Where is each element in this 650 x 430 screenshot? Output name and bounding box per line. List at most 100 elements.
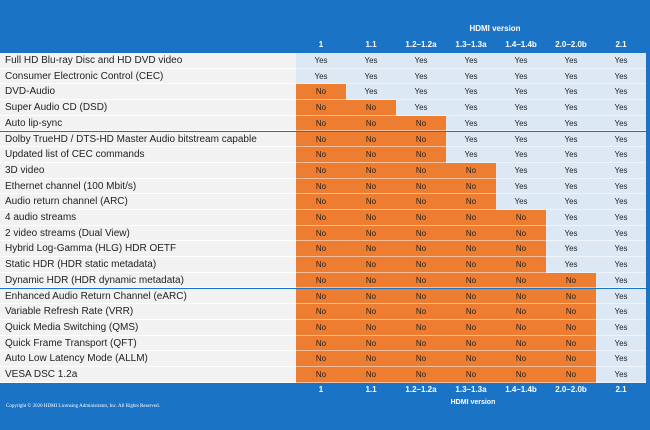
footer-title: HDMI version <box>450 399 496 406</box>
support-cell: No <box>446 288 496 305</box>
support-cell: Yes <box>596 225 646 242</box>
support-cell: No <box>346 147 396 163</box>
support-cell: No <box>396 351 446 367</box>
support-cell: Yes <box>596 351 646 367</box>
support-cell: No <box>446 225 496 242</box>
support-cell: No <box>496 319 546 336</box>
feature-label: Ethernet channel (100 Mbit/s) <box>0 178 296 195</box>
column-header: 2.1 <box>615 40 627 49</box>
support-cell: No <box>446 304 496 320</box>
support-cell: Yes <box>496 53 546 69</box>
feature-label: Quick Media Switching (QMS) <box>0 319 296 336</box>
support-cell: No <box>396 147 446 163</box>
support-cell: No <box>296 351 346 367</box>
support-cell: No <box>396 115 446 132</box>
support-cell: Yes <box>346 68 396 85</box>
support-cell: No <box>396 304 446 320</box>
support-cell: No <box>346 162 396 179</box>
support-cell: No <box>496 351 546 367</box>
support-cell: Yes <box>596 84 646 101</box>
support-cell: No <box>346 367 396 383</box>
support-cell: No <box>546 304 596 320</box>
support-cell: No <box>446 241 496 258</box>
support-cell: Yes <box>546 162 596 179</box>
feature-label: Variable Refresh Rate (VRR) <box>0 304 296 320</box>
support-cell: Yes <box>546 84 596 101</box>
support-cell: No <box>446 367 496 383</box>
support-cell: Yes <box>596 241 646 258</box>
feature-label: Auto Low Latency Mode (ALLM) <box>0 351 296 367</box>
feature-label: DVD-Audio <box>0 84 296 101</box>
support-cell: Yes <box>446 115 496 132</box>
support-cell: No <box>296 319 346 336</box>
support-cell: No <box>296 100 346 116</box>
support-cell: Yes <box>596 68 646 85</box>
support-cell: No <box>396 272 446 289</box>
support-cell: Yes <box>446 147 496 163</box>
feature-label: 3D video <box>0 162 296 179</box>
support-cell: No <box>496 304 546 320</box>
support-cell: Yes <box>596 131 646 148</box>
support-cell: No <box>346 115 396 132</box>
support-cell: No <box>546 288 596 305</box>
header-title: HDMI version <box>469 24 521 33</box>
support-cell: Yes <box>596 272 646 289</box>
column-footer: 2.1 <box>615 385 627 394</box>
support-cell: Yes <box>446 53 496 69</box>
support-cell: No <box>296 131 346 148</box>
support-cell: No <box>446 257 496 273</box>
feature-label: Auto lip-sync <box>0 115 296 132</box>
support-cell: No <box>346 319 396 336</box>
column-footer: 1.3–1.3a <box>455 385 487 394</box>
support-cell: No <box>296 257 346 273</box>
support-cell: Yes <box>596 257 646 273</box>
support-cell: No <box>296 335 346 352</box>
support-cell: Yes <box>596 162 646 179</box>
support-cell: Yes <box>596 367 646 383</box>
support-cell: Yes <box>296 53 346 69</box>
support-cell: No <box>396 257 446 273</box>
support-cell: No <box>446 335 496 352</box>
support-cell: Yes <box>596 210 646 226</box>
support-cell: No <box>346 194 396 210</box>
column-footer: 1.4–1.4b <box>505 385 537 394</box>
support-cell: No <box>346 100 396 116</box>
support-cell: No <box>496 367 546 383</box>
feature-label: Super Audio CD (DSD) <box>0 100 296 116</box>
support-cell: Yes <box>596 304 646 320</box>
support-cell: No <box>346 225 396 242</box>
support-cell: Yes <box>496 194 546 210</box>
column-header: 2.0–2.0b <box>555 40 587 49</box>
support-cell: No <box>396 131 446 148</box>
column-header: 1.4–1.4b <box>505 40 537 49</box>
support-cell: No <box>296 147 346 163</box>
feature-label: Dolby TrueHD / DTS-HD Master Audio bitst… <box>0 131 296 148</box>
support-cell: Yes <box>446 68 496 85</box>
support-cell: No <box>346 288 396 305</box>
support-cell: Yes <box>546 68 596 85</box>
support-cell: No <box>446 272 496 289</box>
feature-label: Hybrid Log-Gamma (HLG) HDR OETF <box>0 241 296 258</box>
support-cell: Yes <box>396 84 446 101</box>
support-cell: Yes <box>346 84 396 101</box>
feature-label: VESA DSC 1.2a <box>0 367 296 383</box>
support-cell: No <box>346 272 396 289</box>
support-cell: No <box>496 288 546 305</box>
support-cell: No <box>346 351 396 367</box>
support-cell: Yes <box>496 68 546 85</box>
support-cell: No <box>346 304 396 320</box>
support-cell: Yes <box>546 241 596 258</box>
support-cell: No <box>496 225 546 242</box>
support-cell: No <box>396 178 446 195</box>
support-cell: No <box>296 194 346 210</box>
support-cell: Yes <box>596 115 646 132</box>
support-cell: No <box>396 288 446 305</box>
feature-label: Consumer Electronic Control (CEC) <box>0 68 296 85</box>
column-footer: 1 <box>318 385 324 394</box>
support-cell: No <box>296 225 346 242</box>
support-cell: No <box>546 367 596 383</box>
column-header: 1.2–1.2a <box>405 40 437 49</box>
support-cell: No <box>546 351 596 367</box>
support-cell: Yes <box>546 194 596 210</box>
